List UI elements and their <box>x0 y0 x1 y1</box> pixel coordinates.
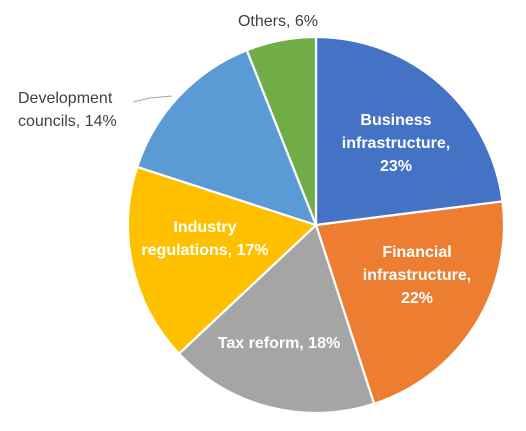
pie-slice-business <box>314 35 504 227</box>
data-label-tax: Tax reform, 18% <box>218 335 340 352</box>
data-label-others: Others, 6% <box>238 13 318 30</box>
pie-slice-industry <box>126 165 318 355</box>
pie-slice-tax <box>177 223 376 415</box>
leader-line-development <box>132 95 173 103</box>
data-label-industry: Industry regulations, 17% <box>141 219 268 259</box>
data-labels: Business infrastructure, 23% Financial infra… <box>18 13 471 352</box>
pie-slice-development <box>136 49 318 227</box>
data-label-business-line: infrastructure, <box>342 135 450 152</box>
data-label-others-line: Others, 6% <box>238 13 318 30</box>
data-label-tax-line: Tax reform, 18% <box>218 335 340 352</box>
data-label-financial-line: Financial <box>382 244 451 261</box>
data-label-financial-line: 22% <box>401 290 433 307</box>
data-label-business: Business infrastructure, 23% <box>342 112 450 175</box>
data-label-industry-line: Industry <box>173 219 236 236</box>
data-label-industry-line: regulations, 17% <box>141 242 268 259</box>
pie-slices <box>126 35 506 415</box>
data-label-development-line: Development <box>18 90 113 107</box>
data-label-business-line: 23% <box>380 158 412 175</box>
data-label-business-line: Business <box>360 112 431 129</box>
data-label-financial-line: infrastructure, <box>363 267 471 284</box>
data-label-development: Development councils, 14% <box>18 90 117 130</box>
data-label-financial: Financial infrastructure, 22% <box>363 244 471 307</box>
data-label-development-line: councils, 14% <box>18 113 117 130</box>
pie-slice-financial <box>314 200 506 405</box>
leader-lines <box>132 95 173 103</box>
pie-slice-others <box>245 35 318 227</box>
